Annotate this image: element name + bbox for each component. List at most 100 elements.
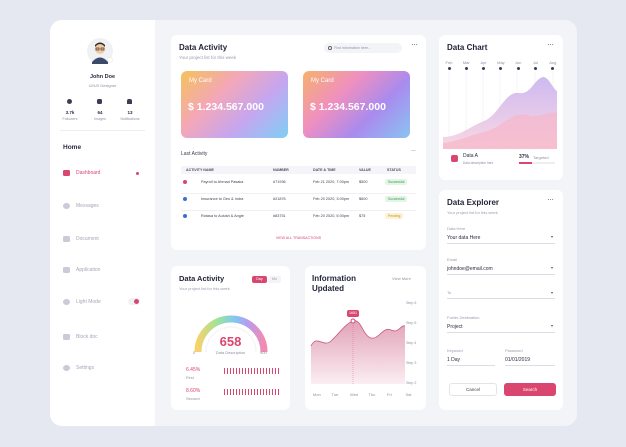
view-more-link[interactable]: View More bbox=[392, 276, 411, 281]
panel-subtitle: Your project list for this week bbox=[179, 55, 237, 60]
tab[interactable]: Mo bbox=[268, 276, 281, 283]
menu-item[interactable]: Settings bbox=[76, 365, 95, 371]
gauge bbox=[194, 315, 268, 353]
menu-item[interactable]: Document bbox=[76, 236, 99, 242]
panel-subtitle: Your project list for this week bbox=[179, 286, 230, 291]
table-cell: Feb 21 2020, 7:00pm bbox=[313, 180, 350, 184]
legend-icon bbox=[451, 155, 458, 162]
gauge-min: 0 bbox=[193, 350, 196, 355]
menu-item[interactable]: Block doc bbox=[76, 334, 98, 340]
search-button[interactable]: Search bbox=[504, 383, 556, 396]
notifications-icon bbox=[127, 99, 132, 104]
field-value[interactable]: 1 Day bbox=[447, 357, 461, 363]
data-chart-panel: Data Chart ··· Feb Mar Apr May Jun Jul Aug Dat… bbox=[439, 35, 563, 180]
table-cell: #21876 bbox=[273, 197, 286, 201]
stat-value: 64 bbox=[97, 110, 103, 115]
sidebar: John Doe UI/UX Designer 3.7k Followers 6… bbox=[50, 20, 155, 426]
app-frame: John Doe UI/UX Designer 3.7k Followers 6… bbox=[50, 20, 577, 426]
cancel-button[interactable]: Cancel bbox=[449, 383, 497, 396]
legend-note: Data description here bbox=[463, 161, 494, 165]
mode-toggle[interactable] bbox=[128, 298, 140, 305]
gauge-max: 900 bbox=[260, 350, 267, 355]
gauge-label: Data Description bbox=[215, 350, 246, 355]
field-label: Password bbox=[505, 348, 523, 353]
more-menu[interactable]: ··· bbox=[547, 40, 554, 49]
field-underline bbox=[447, 274, 555, 275]
field-underline bbox=[447, 298, 555, 299]
month-icon bbox=[464, 67, 468, 70]
item-bar bbox=[224, 368, 279, 374]
card-label: My Card bbox=[189, 78, 212, 84]
item-label: Second bbox=[186, 396, 200, 401]
field-label: Folder Destination bbox=[447, 315, 480, 320]
day-label: Fri bbox=[387, 392, 392, 397]
menu-icon bbox=[63, 334, 70, 340]
field-value[interactable]: Project bbox=[447, 324, 463, 330]
menu-item[interactable]: Messages bbox=[76, 203, 99, 209]
month-label: Apr bbox=[480, 60, 487, 65]
menu-icon bbox=[63, 236, 70, 242]
month-label: Jun bbox=[514, 60, 522, 65]
item-bar bbox=[224, 389, 279, 395]
field-underline bbox=[447, 243, 555, 244]
area-chart bbox=[443, 71, 557, 149]
table-cell: $75 bbox=[359, 214, 366, 218]
step-label: Step 6 bbox=[406, 301, 417, 305]
field-underline bbox=[505, 365, 555, 366]
menu-item[interactable]: Application bbox=[76, 267, 101, 273]
field-value[interactable]: 01/01/2019 bbox=[505, 357, 531, 363]
day-label: Wed bbox=[350, 392, 359, 397]
images-icon bbox=[97, 99, 102, 104]
last-activity[interactable]: Last Activity bbox=[181, 151, 208, 157]
item-label: First bbox=[186, 375, 194, 380]
card[interactable]: My Card $ 1.234.567.000 bbox=[303, 71, 410, 138]
table-header-cell: NUMBER bbox=[273, 168, 289, 172]
status-badge: Pending bbox=[385, 213, 404, 219]
more-menu[interactable]: ··· bbox=[411, 148, 416, 154]
explorer-panel: Data Explorer Your project list for this… bbox=[439, 190, 563, 410]
menu-item[interactable]: Light Mode bbox=[76, 299, 101, 305]
info-panel: Information Updated View More 1651 Step … bbox=[305, 266, 426, 410]
step-label: Step 3 bbox=[406, 361, 417, 365]
card[interactable]: My Card $ 1.234.567.000 bbox=[181, 71, 288, 138]
stat-value: 3.7k bbox=[65, 110, 75, 115]
step-label: Step 5 bbox=[406, 321, 417, 325]
panel-title: Data Chart bbox=[447, 43, 488, 52]
info-chart bbox=[310, 318, 406, 384]
tab-active[interactable]: Day bbox=[252, 276, 267, 283]
view-all-link[interactable]: VIEW ALL TRANSACTIONS bbox=[275, 236, 322, 240]
field-label[interactable]: To bbox=[447, 290, 452, 295]
row-icon bbox=[183, 180, 187, 184]
menu-icon bbox=[63, 203, 70, 209]
stat-label: Images bbox=[94, 117, 106, 121]
search-box[interactable]: Find information here... bbox=[324, 43, 402, 53]
card-label: My Card bbox=[311, 78, 334, 84]
step-label: Step 4 bbox=[406, 341, 417, 345]
panel-title: Information Updated bbox=[312, 274, 356, 293]
menu-icon bbox=[63, 365, 70, 371]
search-placeholder: Find information here... bbox=[334, 46, 371, 50]
table-header-cell: ACTIVITY NAME bbox=[186, 168, 214, 172]
field-value[interactable]: johndoe@email.com bbox=[447, 266, 493, 272]
table-cell: Feb 20 2020, 3:00pm bbox=[313, 197, 350, 201]
more-menu[interactable]: ··· bbox=[411, 40, 418, 49]
field-value[interactable]: Your data Here bbox=[447, 235, 481, 241]
percent: 37% bbox=[519, 154, 530, 160]
table-cell: Feb 20 2020, 5:00pm bbox=[313, 214, 350, 218]
menu-item[interactable]: Dashboard bbox=[76, 170, 101, 176]
table-cell: Insurance to Geo & Indra bbox=[201, 197, 244, 201]
item-value: 8.60% bbox=[186, 388, 201, 394]
more-menu[interactable]: ··· bbox=[547, 195, 554, 204]
target-label: Targeted bbox=[533, 155, 549, 160]
step-label: Step 2 bbox=[406, 381, 417, 385]
table-header bbox=[181, 166, 416, 174]
stat-value: 13 bbox=[127, 110, 133, 115]
month-label: Aug bbox=[549, 60, 557, 65]
table-cell: #71936 bbox=[273, 180, 286, 184]
day-label: Sat bbox=[405, 392, 412, 397]
dropdown-caret: ▾ bbox=[551, 265, 554, 270]
section-title: Home bbox=[63, 144, 82, 151]
followers-icon bbox=[67, 99, 72, 104]
month-icon bbox=[447, 67, 451, 70]
